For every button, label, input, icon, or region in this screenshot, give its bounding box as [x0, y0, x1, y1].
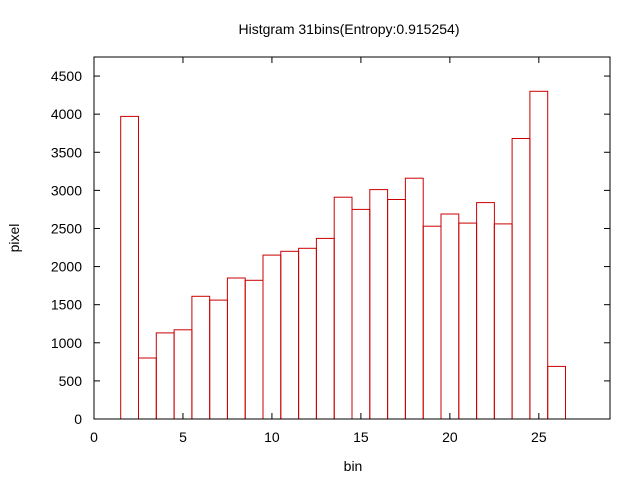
- bar: [387, 199, 406, 420]
- x-tick-label: 20: [442, 429, 458, 445]
- bar: [262, 254, 282, 420]
- y-tick-label: 4000: [51, 106, 82, 122]
- y-tick-label: 3000: [51, 182, 82, 198]
- bar: [458, 222, 478, 420]
- bar: [369, 189, 389, 420]
- bar: [511, 138, 531, 420]
- y-tick-label: 1000: [51, 335, 82, 351]
- bar: [244, 279, 264, 420]
- y-tick-label: 2500: [51, 220, 82, 236]
- y-tick-label: 4500: [51, 68, 82, 84]
- bar: [529, 90, 549, 420]
- bar: [298, 247, 317, 420]
- y-tick-label: 0: [74, 411, 82, 427]
- x-tick-label: 10: [264, 429, 280, 445]
- y-tick-label: 2000: [51, 259, 82, 275]
- bar: [333, 196, 353, 420]
- bar: [209, 299, 228, 420]
- bar: [191, 295, 211, 420]
- bar: [315, 237, 335, 420]
- plot-frame: [93, 56, 611, 420]
- bar: [351, 208, 371, 420]
- bar: [422, 225, 442, 420]
- bar: [476, 202, 495, 420]
- ticks-group: 0 500 1000 1500 2000 2500 3000 3500 4000 4500 0 5 10…: [51, 57, 610, 445]
- x-tick-label: 15: [353, 429, 369, 445]
- bar: [493, 223, 513, 420]
- y-tick-label: 500: [59, 373, 83, 389]
- bar: [280, 250, 300, 420]
- bar: [138, 357, 157, 420]
- x-tick-label: 25: [531, 429, 547, 445]
- bar: [120, 115, 139, 420]
- bar: [226, 277, 246, 420]
- y-tick-label: 1500: [51, 297, 82, 313]
- bar: [173, 329, 193, 420]
- bar: [155, 332, 175, 420]
- y-axis-label: pixel: [6, 224, 22, 253]
- bar: [547, 365, 567, 420]
- bar: [440, 213, 460, 420]
- chart-title: Histgram 31bins(Entropy:0.915254): [238, 21, 459, 37]
- bars-group: [120, 90, 567, 420]
- x-tick-label: 0: [90, 429, 98, 445]
- bar: [404, 177, 424, 420]
- y-tick-label: 3500: [51, 144, 82, 160]
- x-axis-label: bin: [344, 458, 363, 474]
- x-tick-label: 5: [179, 429, 187, 445]
